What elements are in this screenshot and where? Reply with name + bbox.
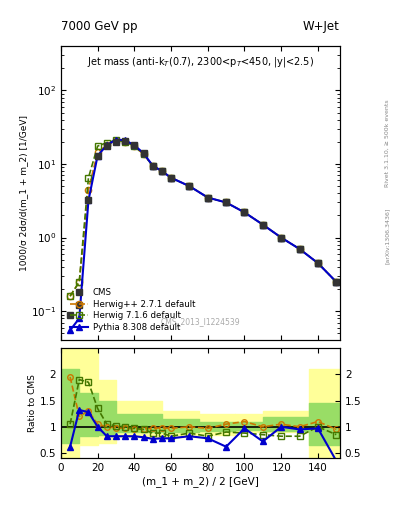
- X-axis label: (m_1 + m_2) / 2 [GeV]: (m_1 + m_2) / 2 [GeV]: [142, 476, 259, 487]
- Legend: CMS, Herwig++ 2.7.1 default, Herwig 7.1.6 default, Pythia 8.308 default: CMS, Herwig++ 2.7.1 default, Herwig 7.1.…: [65, 284, 200, 336]
- Text: Jet mass (anti-k$_T$(0.7), 2300<p$_T$<450, |y|<2.5): Jet mass (anti-k$_T$(0.7), 2300<p$_T$<45…: [87, 55, 314, 69]
- Text: [arXiv:1306.3436]: [arXiv:1306.3436]: [385, 207, 389, 264]
- Y-axis label: 1000/σ 2dσ/d(m_1 + m_2) [1/GeV]: 1000/σ 2dσ/d(m_1 + m_2) [1/GeV]: [19, 115, 28, 271]
- Text: Rivet 3.1.10, ≥ 500k events: Rivet 3.1.10, ≥ 500k events: [385, 99, 389, 187]
- Y-axis label: Ratio to CMS: Ratio to CMS: [28, 374, 37, 432]
- Text: W+Jet: W+Jet: [303, 20, 340, 33]
- Text: CMS_2013_I1224539: CMS_2013_I1224539: [161, 317, 240, 326]
- Text: 7000 GeV pp: 7000 GeV pp: [61, 20, 138, 33]
